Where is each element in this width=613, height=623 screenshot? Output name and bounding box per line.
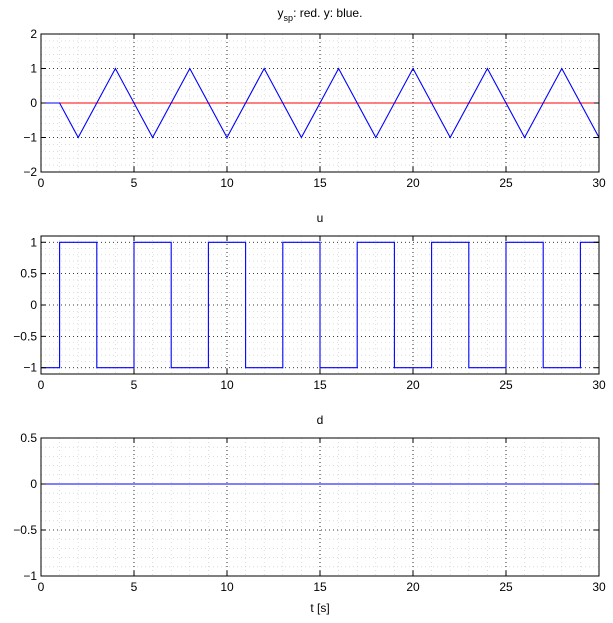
chart3-x-tick-label: 30	[592, 580, 606, 594]
chart3-y-tick-label: −0.5	[13, 523, 37, 537]
chart3-x-tick-label: 10	[220, 580, 234, 594]
chart2-y-tick-label: 0	[30, 298, 37, 312]
chart2-x-tick-label: 20	[406, 378, 420, 392]
chart3-y-tick-label: −1	[23, 569, 37, 583]
chart3-y-tick-label: 0	[30, 477, 37, 491]
chart3-axes: 0 5 10 15 20 25 30 −1 −0.5 0 0.5	[13, 431, 606, 594]
chart2-x-tick-label: 30	[592, 378, 606, 392]
chart1-series-2-line	[41, 67, 600, 139]
chart2-x-tick-label: 5	[131, 378, 138, 392]
chart2-x-tick-label: 25	[499, 378, 513, 392]
chart2-y-tick-label: −0.5	[13, 329, 37, 343]
chart1-x-tick-label: 15	[313, 176, 327, 190]
chart1-title: ysp: red. y: blue.	[278, 6, 363, 23]
chart1-y-tick-label: 1	[30, 62, 37, 76]
chart1-y-tick-label: −1	[23, 131, 37, 145]
chart2-x-tick-label: 0	[38, 378, 45, 392]
chart3-x-tick-label: 15	[313, 580, 327, 594]
chart3-title: d	[317, 413, 324, 427]
chart1-x-tick-label: 30	[592, 176, 606, 190]
chart1-x-tick-label: 20	[406, 176, 420, 190]
chart2-title: u	[317, 211, 324, 225]
chart2-series-1-line	[41, 241, 599, 369]
chart2-x-tick-label: 15	[313, 378, 327, 392]
chart3-x-tick-label: 0	[38, 580, 45, 594]
chart1-title-subscript: sp	[284, 13, 294, 23]
chart1-axes: 0 5 10 15 20 25 30 −2 −1 0 1 2	[23, 27, 606, 190]
chart1-y-tick-label: −2	[23, 165, 37, 179]
chart1-x-tick-label: 0	[38, 176, 45, 190]
chart3-y-tick-label: 0.5	[20, 431, 37, 445]
chart2-y-tick-label: 0.5	[20, 267, 37, 281]
chart1-x-tick-label: 10	[220, 176, 234, 190]
chart1-x-tick-label: 25	[499, 176, 513, 190]
x-axis-label: t [s]	[310, 601, 329, 615]
chart3-x-tick-label: 20	[406, 580, 420, 594]
chart3-x-tick-label: 25	[499, 580, 513, 594]
chart3-x-tick-label: 5	[131, 580, 138, 594]
chart2-x-tick-label: 10	[220, 378, 234, 392]
chart2-y-tick-label: −1	[23, 361, 37, 375]
chart1-y-tick-label: 0	[30, 96, 37, 110]
chart2-y-tick-label: 1	[30, 235, 37, 249]
chart1-x-tick-label: 5	[131, 176, 138, 190]
chart2-axes: 0 5 10 15 20 25 30 −1 −0.5 0 0.5 1	[13, 235, 606, 392]
chart1-y-tick-label: 2	[30, 27, 37, 41]
